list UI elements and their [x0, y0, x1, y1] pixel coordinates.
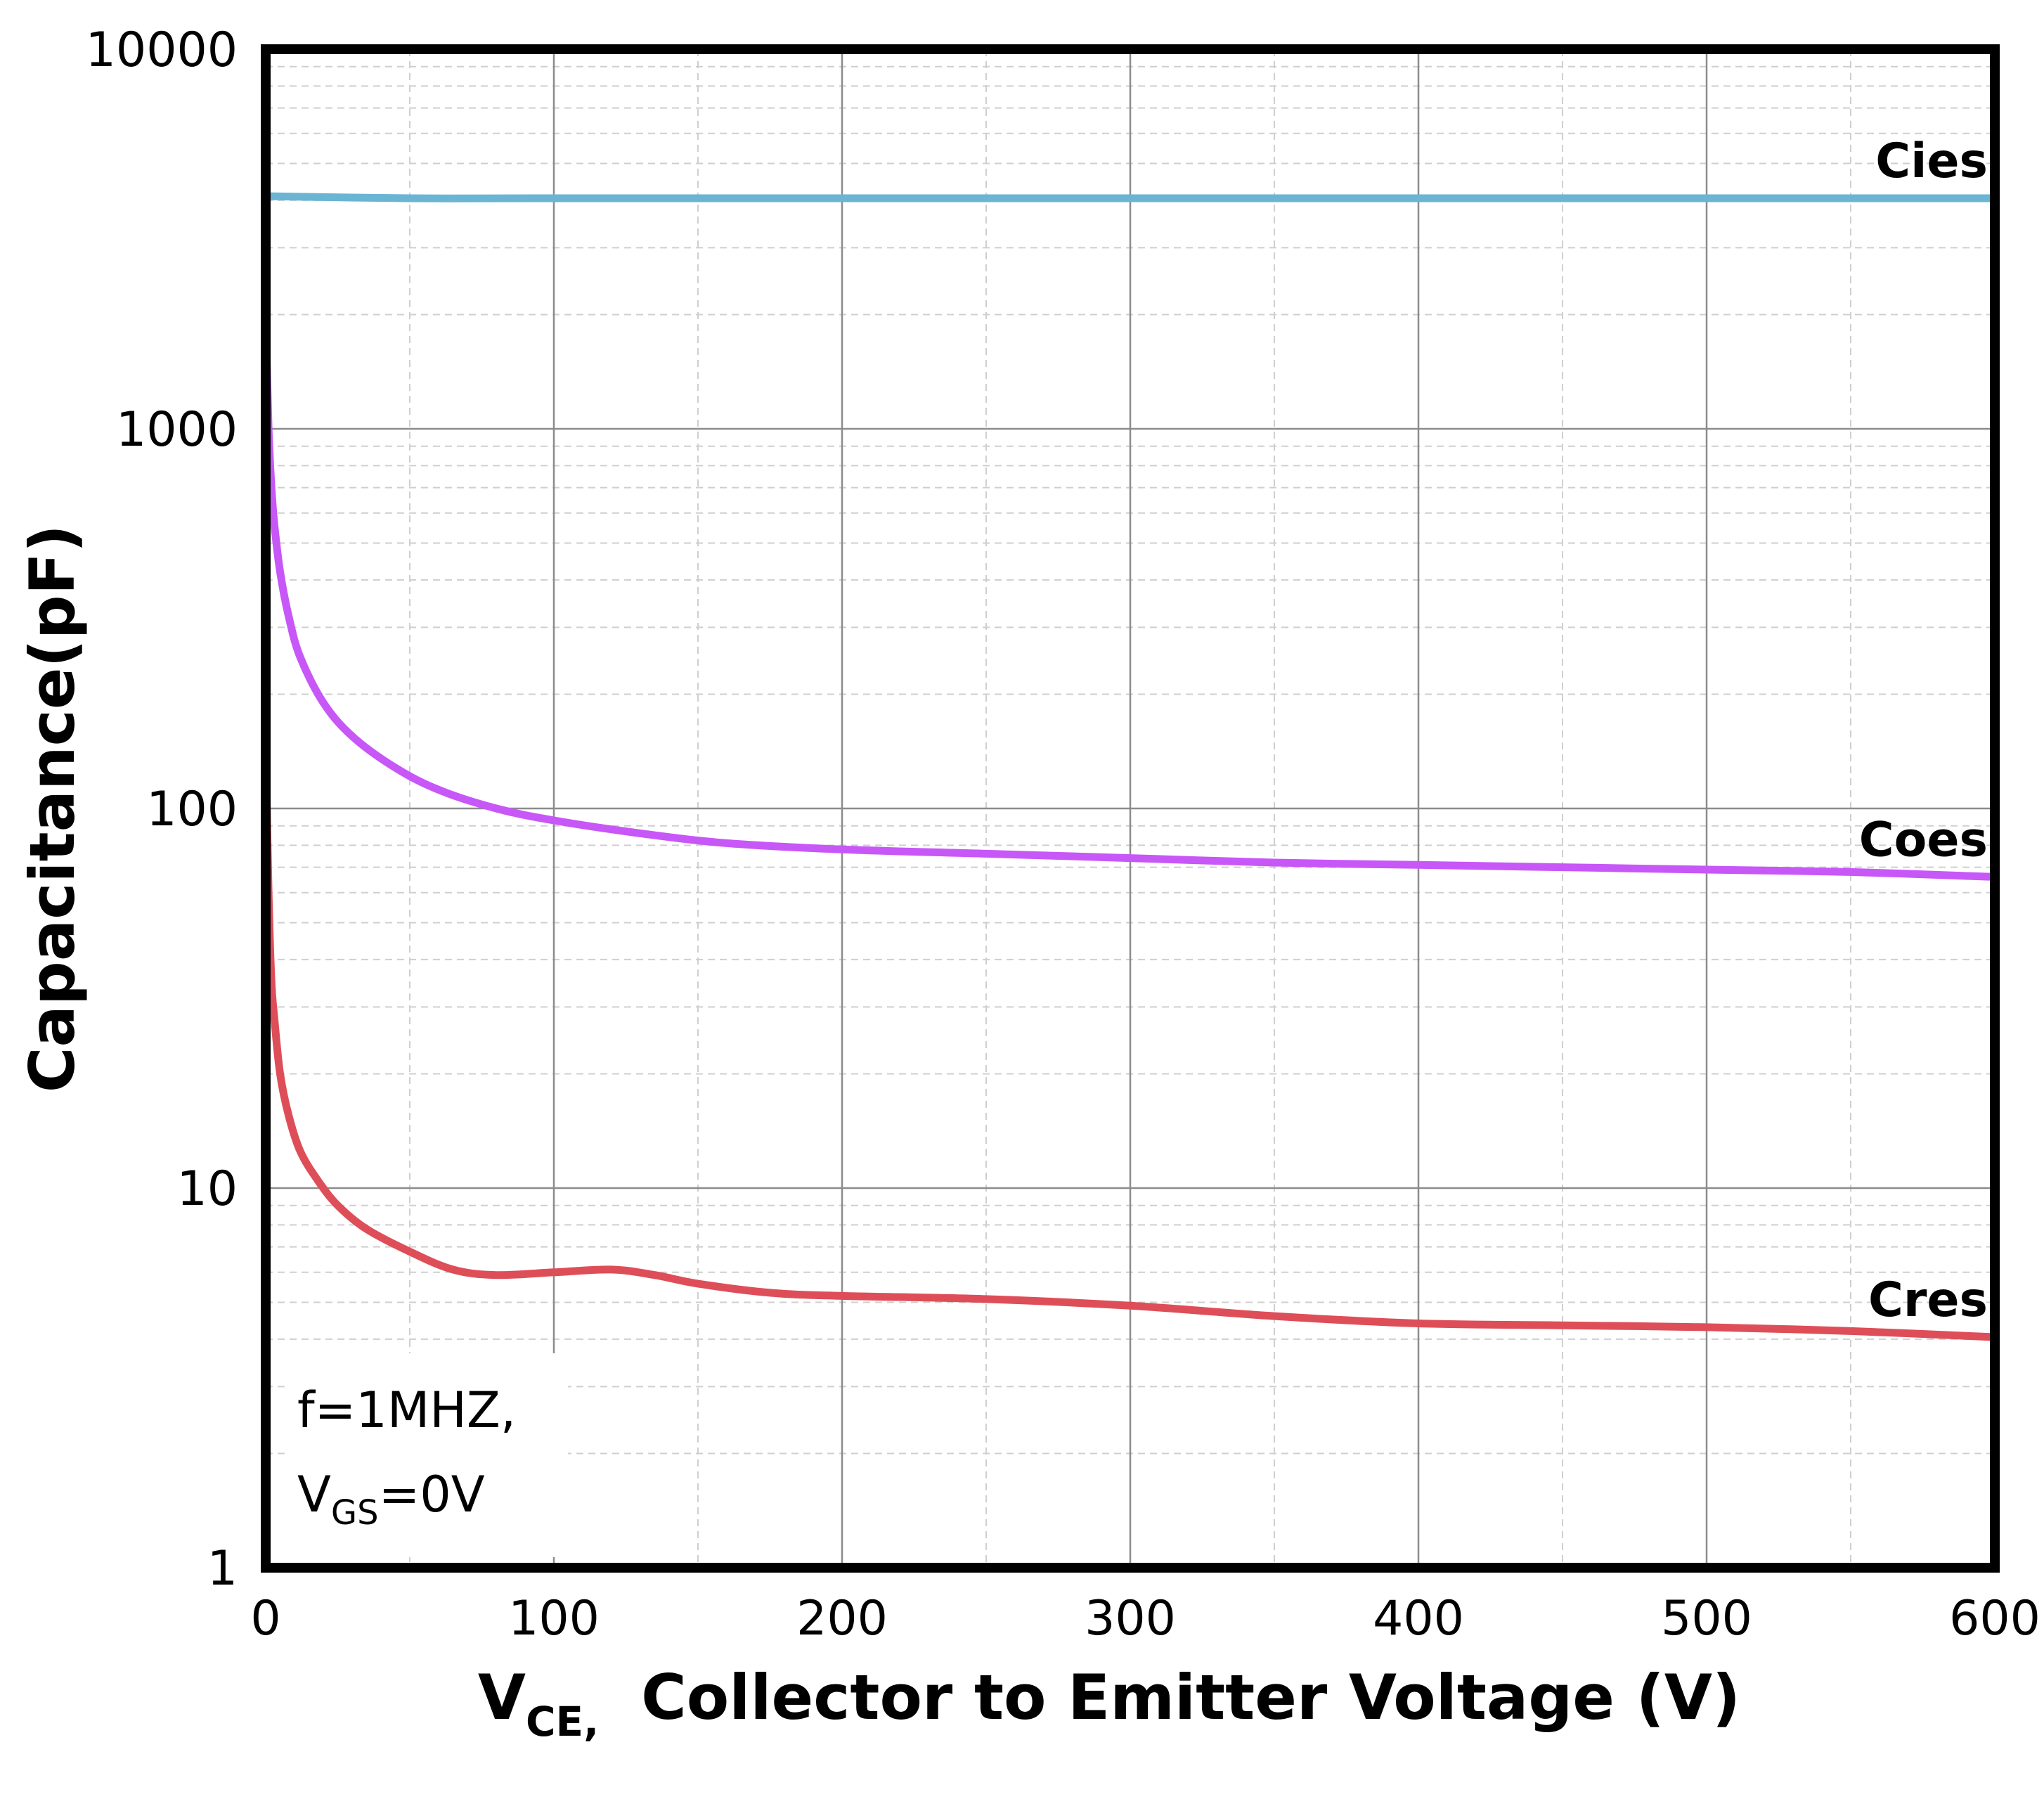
- x-axis-title-sub: CE,: [526, 1698, 599, 1746]
- annotation-vgs: VGS=0V: [297, 1466, 485, 1533]
- annotation-frequency: f=1MHZ,: [297, 1381, 516, 1439]
- y-tick-labels: 1 10 100 1000 10000: [86, 22, 238, 1597]
- y-tick-label: 10000: [86, 22, 238, 78]
- series-label-coes: Coes: [1859, 812, 1988, 868]
- series-lines: [261, 192, 1999, 1341]
- x-tick-label: 100: [508, 1591, 600, 1646]
- x-axis-title-main: V: [478, 1661, 526, 1734]
- y-tick-label: 100: [146, 782, 238, 837]
- y-tick-label: 1000: [116, 402, 238, 458]
- series-line-coes: [261, 310, 1999, 881]
- y-tick-label: 10: [176, 1161, 238, 1217]
- x-tick-label: 200: [796, 1591, 888, 1646]
- annotation-vgs-main: V: [297, 1466, 331, 1523]
- x-axis-title: VCE, Collector to Emitter Voltage (V): [478, 1661, 1740, 1746]
- x-tick-label: 300: [1085, 1591, 1176, 1646]
- annotation-background: [287, 1353, 568, 1557]
- annotation-vgs-sub: GS: [331, 1493, 379, 1533]
- y-axis-title: Capacitance(pF): [16, 524, 89, 1092]
- plot-frame: [261, 44, 2000, 1573]
- series-line-cies: [261, 192, 1999, 202]
- series-label-cres: Cres: [1868, 1272, 1988, 1328]
- x-tick-label: 500: [1661, 1591, 1752, 1646]
- y-tick-label: 1: [207, 1541, 238, 1597]
- series-labels: Cies Coes Cres: [1859, 134, 1988, 1328]
- x-tick-label: 600: [1949, 1591, 2040, 1646]
- series-label-cies: Cies: [1875, 134, 1988, 189]
- x-tick-label: 0: [250, 1591, 280, 1646]
- major-grid: [264, 48, 1996, 1569]
- x-axis-title-rest: Collector to Emitter Voltage (V): [641, 1661, 1740, 1734]
- annotation-vgs-value: =0V: [379, 1466, 485, 1523]
- series-line-cres: [261, 737, 1999, 1341]
- x-tick-labels: 0 100 200 300 400 500 600: [250, 1591, 2040, 1646]
- x-tick-label: 400: [1373, 1591, 1464, 1646]
